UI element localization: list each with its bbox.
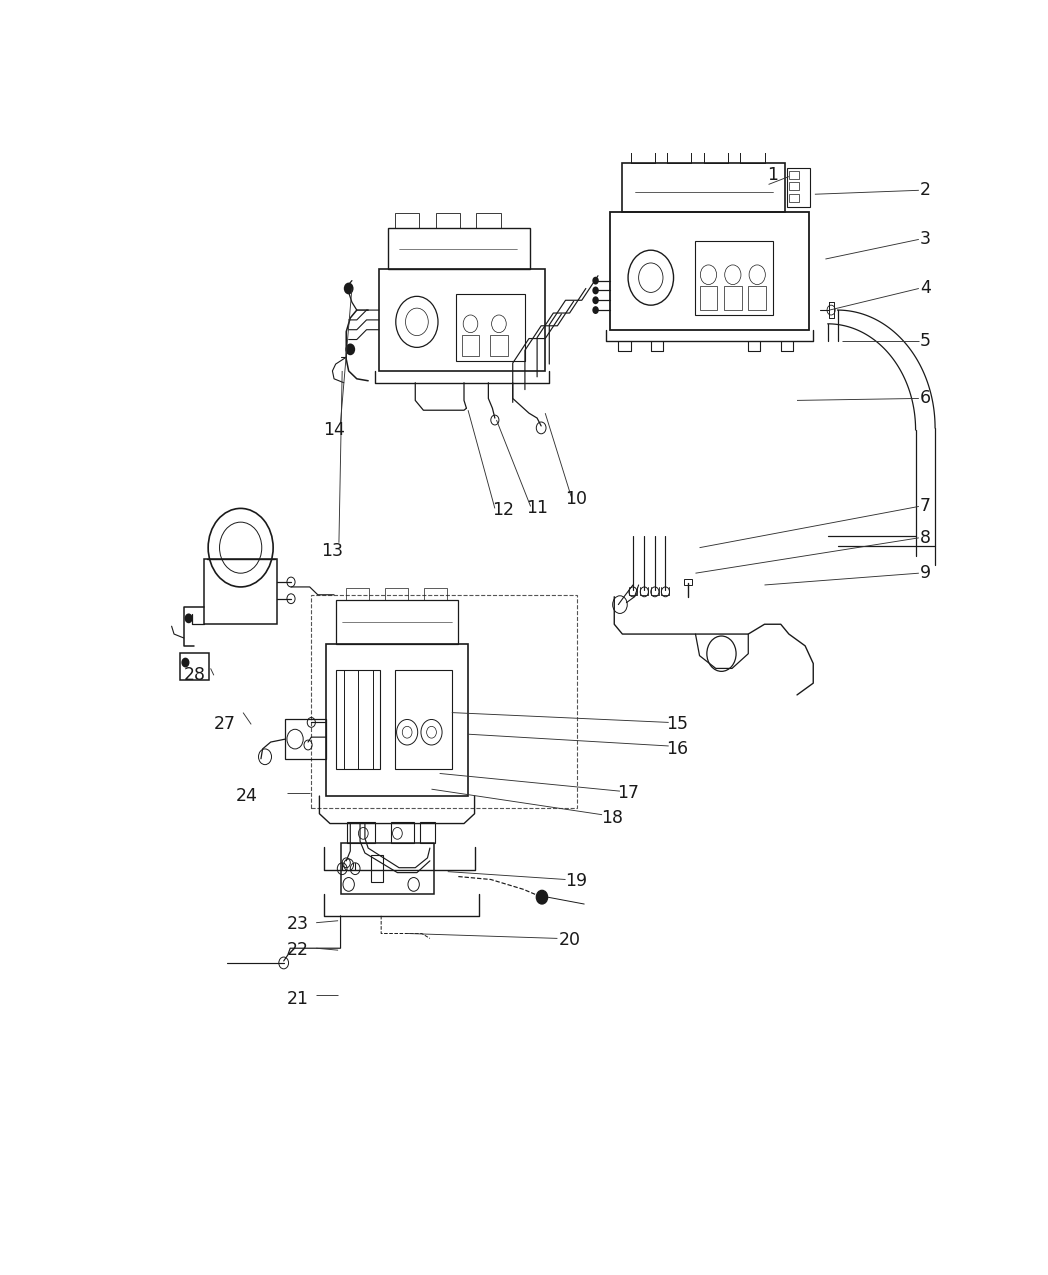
- Text: 23: 23: [286, 914, 308, 933]
- Text: 10: 10: [565, 490, 587, 507]
- Text: 24: 24: [236, 787, 257, 805]
- Bar: [703, 148, 728, 163]
- Text: 13: 13: [322, 542, 344, 560]
- Text: 14: 14: [323, 421, 345, 439]
- Bar: [395, 671, 452, 769]
- Text: 6: 6: [920, 389, 931, 408]
- Text: 8: 8: [920, 529, 931, 547]
- Text: 12: 12: [492, 501, 514, 519]
- Bar: [476, 213, 501, 228]
- Bar: [391, 821, 414, 843]
- Circle shape: [592, 277, 598, 284]
- Bar: [787, 168, 810, 207]
- Bar: [424, 588, 446, 599]
- Bar: [461, 334, 479, 356]
- Bar: [335, 671, 380, 769]
- Text: 15: 15: [665, 715, 687, 733]
- Circle shape: [181, 658, 190, 667]
- Text: 27: 27: [214, 715, 236, 733]
- Bar: [740, 148, 765, 163]
- Bar: [631, 148, 655, 163]
- Circle shape: [346, 343, 355, 356]
- Bar: [667, 148, 692, 163]
- Circle shape: [537, 890, 548, 904]
- Bar: [386, 588, 408, 599]
- Text: 17: 17: [617, 784, 639, 802]
- Text: 4: 4: [920, 279, 931, 297]
- Text: 9: 9: [920, 565, 931, 583]
- Circle shape: [344, 283, 353, 295]
- Circle shape: [592, 287, 598, 295]
- Bar: [378, 269, 545, 371]
- Text: 7: 7: [920, 497, 931, 515]
- Text: 2: 2: [920, 181, 931, 199]
- Bar: [789, 182, 799, 190]
- Text: 21: 21: [286, 991, 308, 1009]
- Bar: [789, 194, 799, 203]
- Circle shape: [592, 306, 598, 314]
- Bar: [285, 719, 326, 759]
- Bar: [748, 286, 766, 310]
- Bar: [388, 228, 530, 269]
- Text: 5: 5: [920, 333, 931, 351]
- Bar: [347, 821, 375, 843]
- Bar: [420, 821, 435, 843]
- Text: 20: 20: [559, 931, 581, 950]
- Text: 11: 11: [526, 500, 548, 518]
- Text: 19: 19: [565, 872, 587, 890]
- Text: 18: 18: [601, 808, 623, 826]
- Bar: [684, 579, 693, 585]
- Text: 22: 22: [286, 941, 308, 959]
- Bar: [341, 843, 434, 894]
- Bar: [346, 588, 369, 599]
- Text: 3: 3: [920, 231, 931, 249]
- Circle shape: [592, 296, 598, 305]
- Text: 16: 16: [665, 740, 687, 757]
- Bar: [724, 286, 742, 310]
- Text: 1: 1: [767, 166, 778, 184]
- Bar: [700, 286, 718, 310]
- Bar: [371, 856, 383, 882]
- Bar: [610, 212, 809, 330]
- Bar: [789, 171, 799, 179]
- Bar: [456, 295, 525, 361]
- Circle shape: [184, 613, 193, 623]
- Bar: [395, 213, 419, 228]
- Bar: [490, 334, 508, 356]
- Bar: [696, 241, 772, 315]
- Bar: [436, 213, 460, 228]
- Bar: [623, 163, 785, 212]
- Bar: [311, 595, 576, 808]
- Bar: [326, 644, 468, 796]
- Bar: [204, 560, 277, 625]
- Text: 28: 28: [183, 667, 205, 685]
- Bar: [335, 599, 458, 644]
- Bar: [180, 653, 209, 680]
